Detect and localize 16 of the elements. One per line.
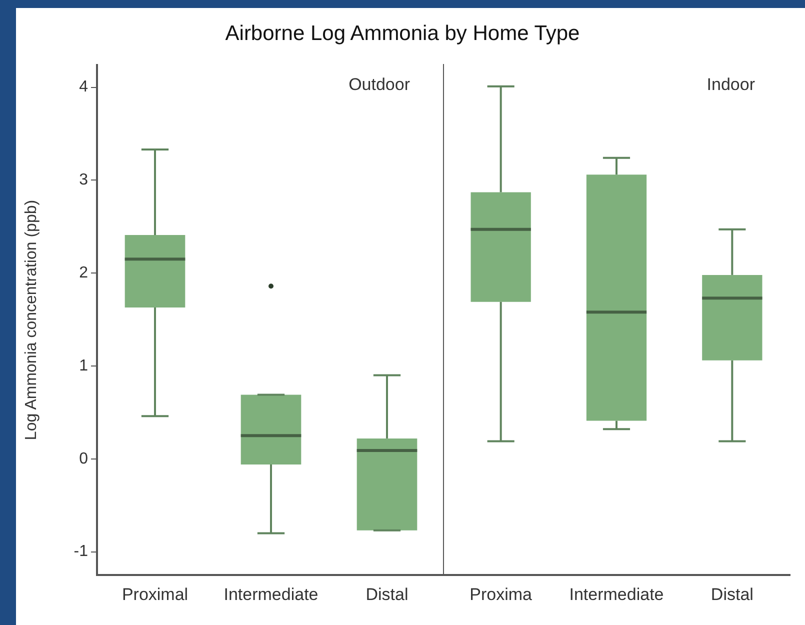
x-tick-label: Intermediate: [224, 584, 318, 604]
annotation: Indoor: [706, 75, 756, 94]
x-tick-label: Proxima: [470, 584, 533, 604]
y-axis-title: Log Ammonia concentration (ppb): [23, 200, 40, 440]
y-tick-label: 2: [79, 264, 88, 282]
y-tick-label: -1: [74, 543, 88, 560]
y-tick-label: 1: [79, 357, 88, 374]
x-tick-label: Distal: [366, 584, 408, 604]
x-tick-label: Proximal: [122, 584, 188, 604]
y-tick-label: 3: [79, 172, 88, 189]
y-tick-label: 0: [79, 450, 88, 468]
y-tick-label: 4: [79, 78, 88, 96]
chart-title: Airborne Log Ammonia by Home Type: [224, 22, 581, 46]
annotation: Outdoor: [348, 75, 410, 94]
x-tick-label: Distal: [710, 584, 754, 604]
x-tick-label: Intermediate: [569, 584, 664, 604]
